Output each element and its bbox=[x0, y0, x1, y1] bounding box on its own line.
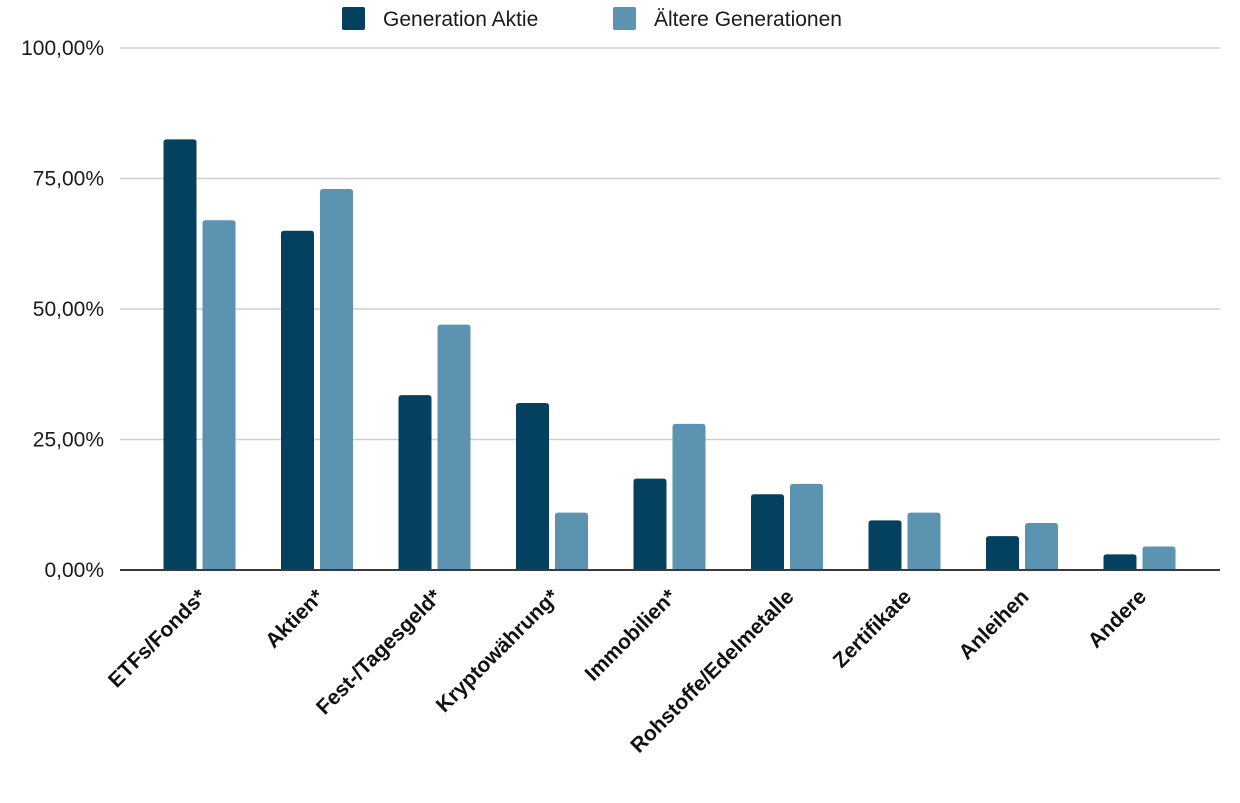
legend-swatch bbox=[613, 7, 636, 30]
legend: Generation Aktie Ältere Generationen bbox=[342, 7, 842, 31]
bar bbox=[320, 188, 353, 570]
bar bbox=[672, 423, 706, 570]
bar bbox=[281, 230, 314, 570]
x-tick-label: Fest-/Tagesgeld* bbox=[312, 585, 447, 720]
bar bbox=[437, 324, 471, 570]
bar bbox=[790, 483, 823, 570]
y-tick-label: 0,00% bbox=[44, 559, 104, 582]
bar bbox=[1142, 546, 1176, 570]
x-tick-label: ETFs/Fonds* bbox=[104, 585, 212, 693]
x-tick-label: Zertifikate bbox=[829, 585, 916, 672]
bar bbox=[1025, 523, 1058, 570]
legend-swatch bbox=[342, 7, 365, 30]
y-tick-label: 75,00% bbox=[33, 168, 104, 191]
x-tick-label: Anleihen bbox=[955, 585, 1034, 664]
bar bbox=[633, 478, 667, 570]
bar bbox=[751, 494, 784, 570]
bar bbox=[986, 536, 1019, 570]
legend-label: Ältere Generationen bbox=[654, 8, 842, 31]
y-tick-label: 25,00% bbox=[33, 429, 104, 452]
x-tick-label: Kryptowährung* bbox=[432, 585, 564, 717]
y-axis-ticks: 0,00% 25,00% 50,00% 75,00% 100,00% bbox=[21, 37, 104, 582]
bar bbox=[163, 139, 197, 570]
x-tick-label: Andere bbox=[1084, 585, 1151, 652]
bar bbox=[868, 520, 902, 570]
bar bbox=[555, 512, 588, 570]
bar bbox=[398, 395, 432, 570]
legend-label: Generation Aktie bbox=[383, 8, 538, 31]
bar bbox=[202, 220, 236, 570]
y-tick-label: 100,00% bbox=[21, 37, 104, 60]
x-tick-label: Aktien* bbox=[261, 585, 329, 653]
x-tick-label: Immobilien* bbox=[581, 585, 682, 686]
bars bbox=[163, 139, 1176, 570]
x-axis-labels: ETFs/Fonds* Aktien*Fest-/Tagesgeld*Krypto… bbox=[104, 585, 1151, 758]
bar bbox=[516, 402, 549, 570]
y-tick-label: 50,00% bbox=[33, 298, 104, 321]
bar bbox=[907, 512, 941, 570]
bar bbox=[1103, 554, 1137, 570]
